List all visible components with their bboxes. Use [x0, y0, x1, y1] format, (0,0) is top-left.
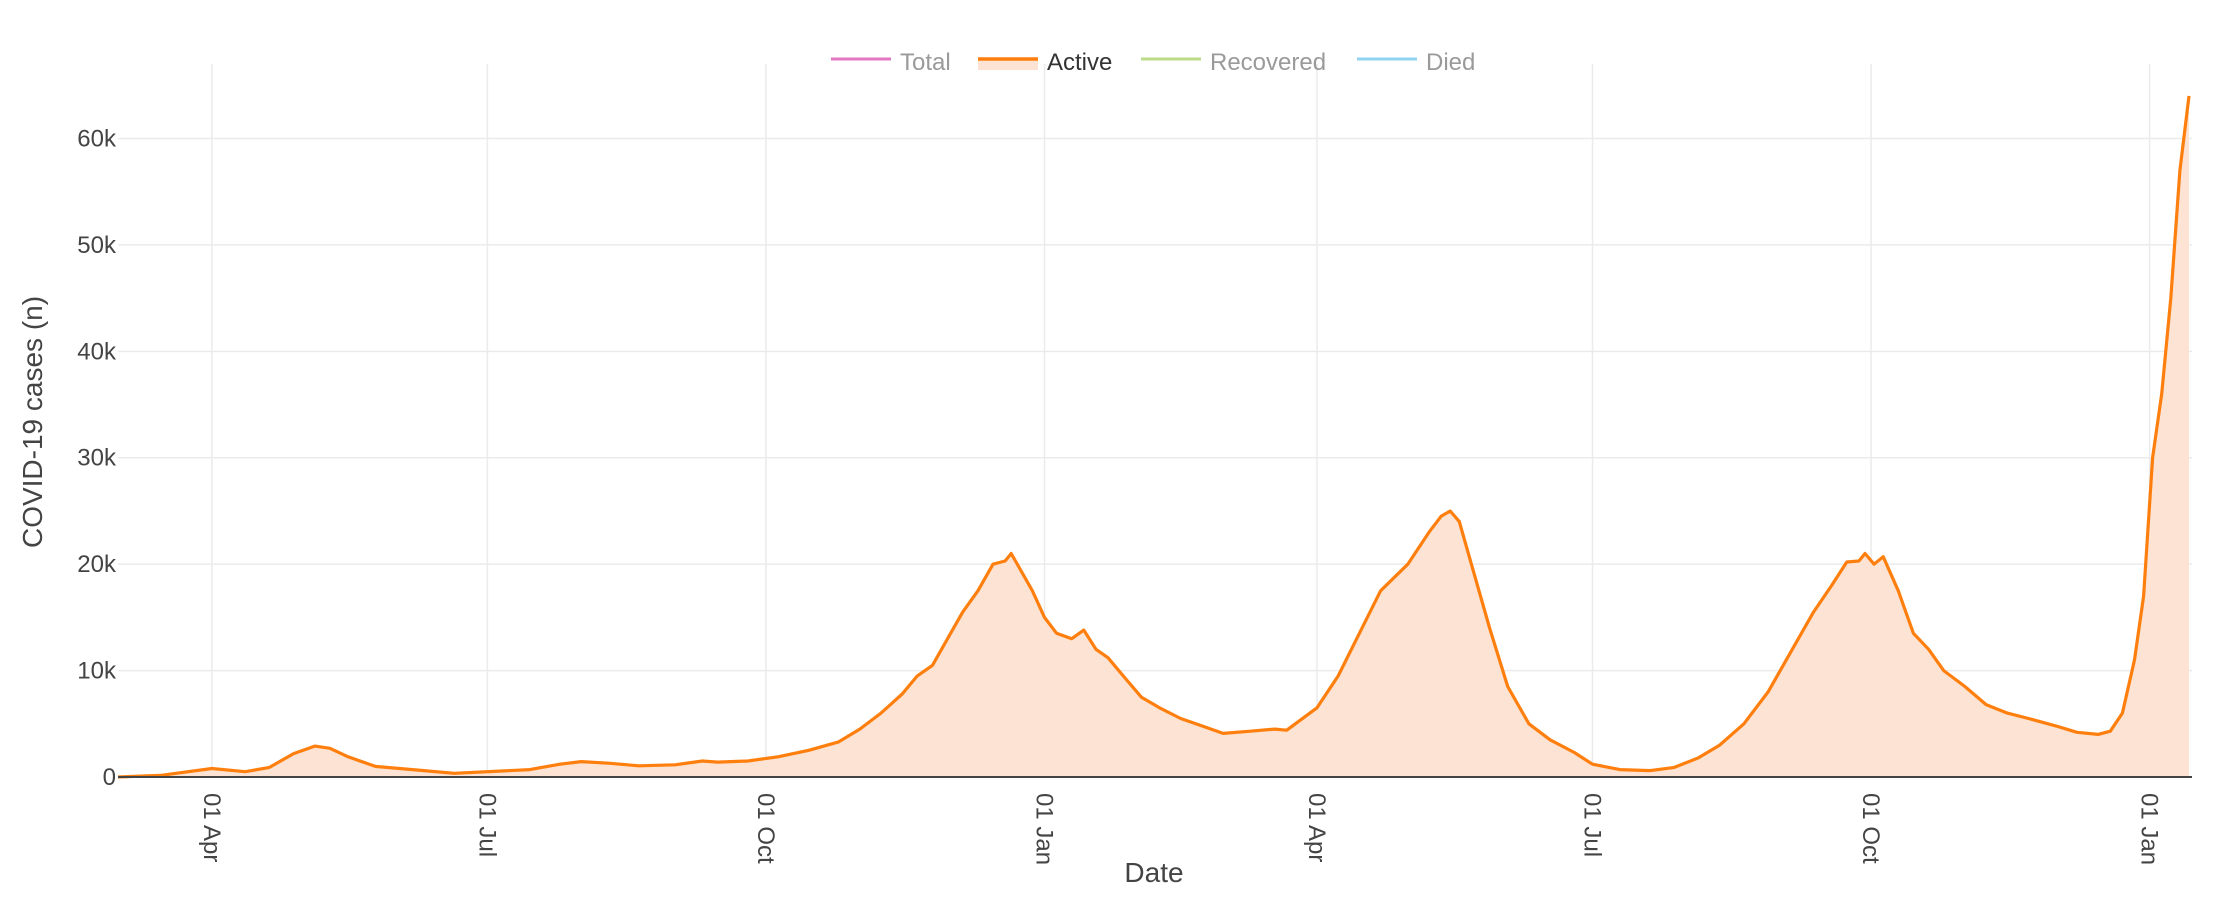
y-tick-label: 60k	[77, 125, 117, 152]
legend-label: Total	[900, 49, 951, 76]
legend-label: Recovered	[1210, 49, 1326, 76]
y-tick-label: 20k	[77, 551, 117, 578]
series-area-active	[118, 95, 2189, 777]
series-line-active[interactable]	[117, 95, 2191, 779]
legend-item-died[interactable]: Died	[1357, 49, 1475, 76]
x-tick-label: 01 Jul	[473, 793, 500, 857]
x-tick-label: 01 Apr	[1303, 793, 1330, 862]
axes: 0 10k 20k 30k 40k 50k 60k 01 Apr 01 Jul 01 Oct 01 …	[77, 125, 2192, 865]
y-tick-label: 30k	[77, 445, 117, 472]
legend-label: Active	[1047, 49, 1112, 76]
y-axis-title: COVID-19 cases (n)	[17, 296, 48, 548]
legend-item-recovered[interactable]: Recovered	[1141, 49, 1326, 76]
legend-label: Died	[1426, 49, 1475, 76]
x-tick-label: 01 Oct	[752, 793, 779, 864]
legend-item-total[interactable]: Total	[831, 49, 951, 76]
y-tick-label: 40k	[77, 338, 117, 365]
gridlines	[118, 64, 2192, 777]
legend-swatch-fill	[978, 58, 1038, 70]
legend[interactable]: Total Active Recovered Died	[831, 49, 1475, 76]
plot-area	[117, 95, 2191, 779]
x-axis-title: Date	[1124, 857, 1183, 888]
x-tick-label: 01 Apr	[198, 793, 225, 862]
x-tick-label: 01 Oct	[1857, 793, 1884, 864]
y-tick-label: 50k	[77, 232, 117, 259]
legend-item-active[interactable]: Active	[978, 49, 1112, 76]
x-tick-label: 01 Jan	[1030, 793, 1057, 865]
x-tick-label: 01 Jul	[1579, 793, 1606, 857]
y-tick-label: 0	[103, 764, 116, 791]
y-tick-label: 10k	[77, 658, 117, 685]
x-tick-label: 01 Jan	[2136, 793, 2163, 865]
